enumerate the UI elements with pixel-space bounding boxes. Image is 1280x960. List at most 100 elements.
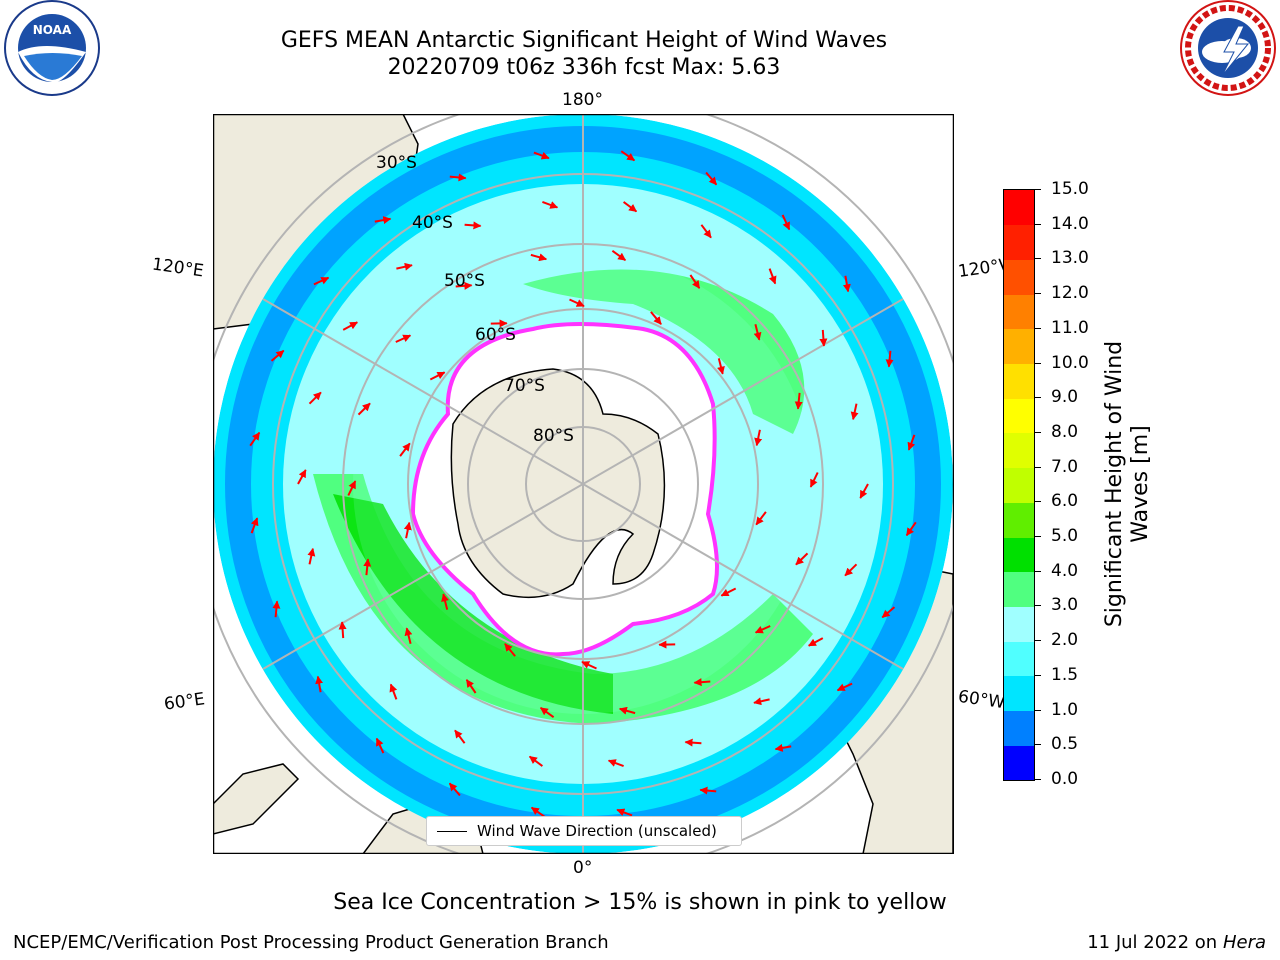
lat-label-30s: 30°S bbox=[376, 153, 417, 173]
colorbar-segment bbox=[1004, 190, 1034, 226]
colorbar-segment bbox=[1004, 571, 1034, 607]
wind-wave-arrow bbox=[404, 627, 413, 644]
lat-label-60s: 60°S bbox=[475, 325, 516, 345]
colorbar-tick-label: 0.5 bbox=[1051, 734, 1079, 755]
wind-wave-arrow bbox=[454, 729, 466, 744]
wind-wave-arrow bbox=[270, 349, 285, 362]
colorbar-tick bbox=[1035, 397, 1041, 399]
colorbar-tick-label: 4.0 bbox=[1051, 560, 1079, 581]
colorbar-tick bbox=[1035, 466, 1041, 468]
lon-label-60e: 60°E bbox=[162, 689, 207, 715]
wind-wave-arrow bbox=[342, 321, 359, 331]
wind-wave-arrow bbox=[429, 371, 446, 381]
wind-wave-arrow bbox=[250, 517, 259, 534]
colorbar-label-text: Significant Height of Wind Waves [m] bbox=[1102, 340, 1153, 628]
wind-wave-arrow bbox=[530, 253, 548, 262]
wind-wave-arrow bbox=[693, 678, 711, 687]
wind-wave-arrow bbox=[308, 391, 322, 405]
legend-label: Wind Wave Direction (unscaled) bbox=[477, 822, 717, 840]
lat-label-80s: 80°S bbox=[533, 426, 574, 446]
sea-ice-note: Sea Ice Concentration > 15% is shown in … bbox=[333, 890, 947, 915]
wind-wave-arrow bbox=[684, 738, 702, 747]
wind-wave-arrow bbox=[374, 216, 392, 225]
colorbar-tick-label: 8.0 bbox=[1051, 421, 1079, 442]
colorbar-tick bbox=[1035, 501, 1041, 503]
footer-host: Hera bbox=[1222, 932, 1266, 953]
wind-wave-arrow bbox=[768, 268, 777, 285]
wind-wave-arrow bbox=[611, 249, 627, 262]
wind-wave-arrow bbox=[623, 201, 638, 213]
wind-wave-arrow bbox=[528, 755, 543, 767]
wind-wave-arrow bbox=[313, 276, 330, 286]
wind-wave-arrow bbox=[794, 392, 803, 410]
colorbar-segment bbox=[1004, 467, 1034, 503]
wind-wave-arrow bbox=[395, 334, 412, 343]
colorbar-tick-label: 14.0 bbox=[1051, 213, 1089, 234]
colorbar-tick-label: 11.0 bbox=[1051, 317, 1089, 338]
chart-title: GEFS MEAN Antarctic Significant Height o… bbox=[280, 28, 888, 53]
colorbar-segment bbox=[1004, 398, 1034, 434]
colorbar-tick bbox=[1035, 640, 1041, 642]
lon-label-60w: 60°W bbox=[956, 686, 1007, 714]
wind-wave-arrow bbox=[781, 214, 791, 231]
wind-wave-arrow bbox=[700, 224, 712, 239]
wind-wave-arrow bbox=[842, 275, 851, 293]
chart-subtitle: 20220709 t06z 336h fcst Max: 5.63 bbox=[387, 55, 781, 80]
colorbar-tick bbox=[1035, 709, 1041, 711]
colorbar-segment bbox=[1004, 641, 1034, 677]
wind-wave-arrow bbox=[448, 782, 461, 797]
colorbar-segment bbox=[1004, 745, 1034, 781]
colorbar-segment bbox=[1004, 259, 1034, 295]
wind-wave-arrow bbox=[616, 808, 633, 817]
wind-wave-arrow bbox=[399, 442, 411, 457]
wind-wave-arrow bbox=[755, 511, 767, 526]
colorbar-segment bbox=[1004, 502, 1034, 538]
wind-wave-arrow bbox=[859, 483, 869, 499]
noaa-logo-text: NOAA bbox=[33, 23, 72, 37]
colorbar-ticks: 0.0 0.5 1.0 1.5 2.0 3.0 4.0 5.0 6.0 7.0 8.0 9.0 10.0… bbox=[1035, 179, 1105, 789]
wind-wave-arrow bbox=[504, 643, 516, 657]
wind-wave-arrow bbox=[464, 221, 482, 230]
noaa-logo: NOAA bbox=[2, 0, 102, 100]
lon-label-180: 180° bbox=[562, 90, 603, 110]
colorbar-tick bbox=[1035, 674, 1041, 676]
colorbar-tick-label: 15.0 bbox=[1051, 179, 1089, 199]
colorbar-tick-label: 1.0 bbox=[1051, 699, 1079, 720]
national-weather-service-logo bbox=[1178, 0, 1278, 100]
colorbar-segment bbox=[1004, 710, 1034, 746]
wind-wave-arrow bbox=[650, 311, 662, 325]
graticule bbox=[213, 114, 954, 854]
wind-wave-arrow bbox=[375, 737, 385, 754]
colorbar-tick-label: 1.5 bbox=[1051, 664, 1079, 685]
wind-wave-arrow bbox=[753, 324, 762, 341]
wind-wave-arrow bbox=[907, 434, 916, 451]
colorbar-tick bbox=[1035, 362, 1041, 364]
colorbar-segment bbox=[1004, 328, 1034, 365]
colorbar-segment bbox=[1004, 675, 1034, 712]
colorbar-tick-label: 10.0 bbox=[1051, 352, 1089, 373]
wind-wave-arrow bbox=[530, 806, 546, 818]
wind-wave-arrow bbox=[569, 298, 585, 308]
wind-wave-arrows bbox=[249, 150, 917, 818]
colorbar-segment bbox=[1004, 363, 1034, 399]
footer-date-prefix: 11 Jul 2022 on bbox=[1087, 932, 1223, 953]
wind-wave-arrow bbox=[905, 521, 917, 537]
lon-label-0: 0° bbox=[573, 858, 593, 878]
wind-wave-arrow bbox=[363, 558, 372, 576]
colorbar-tick bbox=[1035, 779, 1041, 780]
wind-wave-arrow bbox=[705, 171, 718, 186]
wind-wave-arrow bbox=[844, 563, 858, 577]
wind-wave-arrow bbox=[881, 606, 896, 619]
colorbar-tick-label: 12.0 bbox=[1051, 283, 1089, 304]
lat-label-70s: 70°S bbox=[504, 376, 545, 396]
colorbar-tick bbox=[1035, 327, 1041, 329]
footer-credit: NCEP/EMC/Verification Post Processing Pr… bbox=[13, 932, 609, 953]
wind-wave-arrow bbox=[347, 480, 357, 496]
wind-wave-arrow bbox=[249, 431, 261, 447]
wind-wave-arrow bbox=[389, 683, 398, 700]
wind-wave-arrow bbox=[315, 675, 324, 693]
lon-label-120e: 120°E bbox=[150, 254, 205, 282]
colorbar-tick bbox=[1035, 258, 1041, 260]
colorbar-segment bbox=[1004, 606, 1034, 642]
colorbar-tick-label: 13.0 bbox=[1051, 248, 1089, 269]
